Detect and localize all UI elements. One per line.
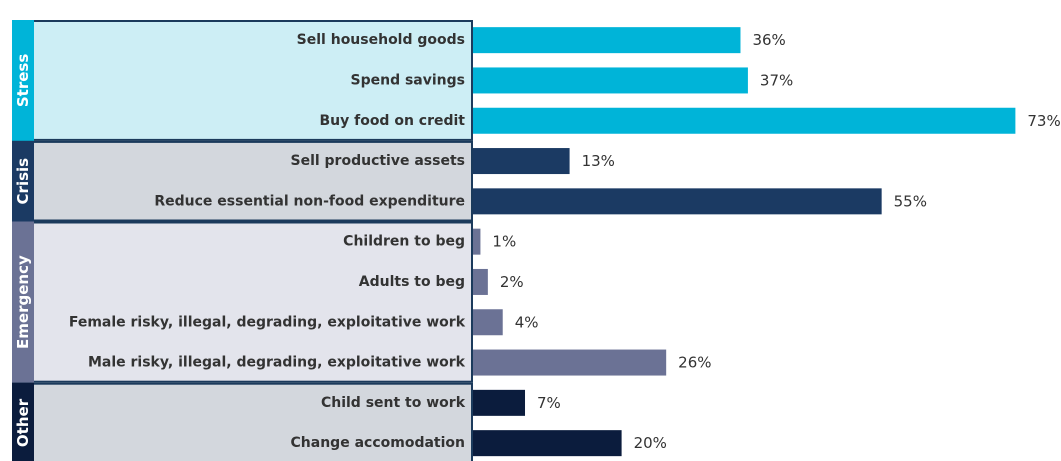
- value-label: 2%: [500, 273, 524, 291]
- group-box-emergency: [12, 221, 473, 383]
- category-label: Children to beg: [343, 234, 465, 250]
- value-label: 20%: [634, 434, 667, 452]
- category-label: Spend savings: [351, 72, 466, 88]
- value-label: 13%: [582, 152, 615, 170]
- bar: [473, 27, 741, 54]
- value-label: 1%: [492, 233, 516, 251]
- category-label: Male risky, illegal, degrading, exploita…: [88, 355, 466, 371]
- bar: [473, 228, 481, 255]
- group-label-emergency: Emergency: [14, 255, 32, 349]
- value-label: 73%: [1027, 112, 1060, 130]
- group-label-other: Other: [14, 398, 32, 447]
- bar: [473, 67, 748, 94]
- group-tab-emergency: [12, 221, 34, 383]
- bar: [473, 188, 882, 215]
- value-label: 55%: [894, 192, 927, 210]
- category-label: Female risky, illegal, degrading, exploi…: [69, 314, 466, 330]
- group-box-stress: [12, 20, 473, 141]
- category-label: Buy food on credit: [319, 113, 465, 129]
- value-label: 7%: [537, 394, 561, 412]
- category-label: Change accomodation: [291, 435, 465, 451]
- bar: [473, 148, 570, 175]
- group-label-stress: Stress: [14, 54, 32, 107]
- bar: [473, 349, 667, 376]
- category-label: Sell household goods: [297, 32, 465, 48]
- category-label: Adults to beg: [359, 274, 465, 290]
- category-label: Sell productive assets: [290, 153, 465, 169]
- bar: [473, 309, 503, 336]
- group-tab-stress: [12, 20, 34, 141]
- category-label: Reduce essential non-food expenditure: [154, 193, 465, 209]
- value-label: 37%: [760, 71, 793, 89]
- value-label: 36%: [752, 31, 785, 49]
- group-box-crisis: [12, 140, 473, 222]
- group-tab-crisis: [12, 140, 34, 222]
- value-label: 26%: [678, 354, 711, 372]
- bar: [473, 268, 488, 295]
- value-label: 4%: [515, 313, 539, 331]
- group-box-other: [12, 382, 473, 461]
- group-tab-other: [12, 382, 34, 461]
- bar: [473, 389, 526, 416]
- bar: [473, 430, 622, 457]
- category-label: Child sent to work: [321, 395, 466, 411]
- group-label-crisis: Crisis: [14, 158, 32, 205]
- bar: [473, 107, 1016, 134]
